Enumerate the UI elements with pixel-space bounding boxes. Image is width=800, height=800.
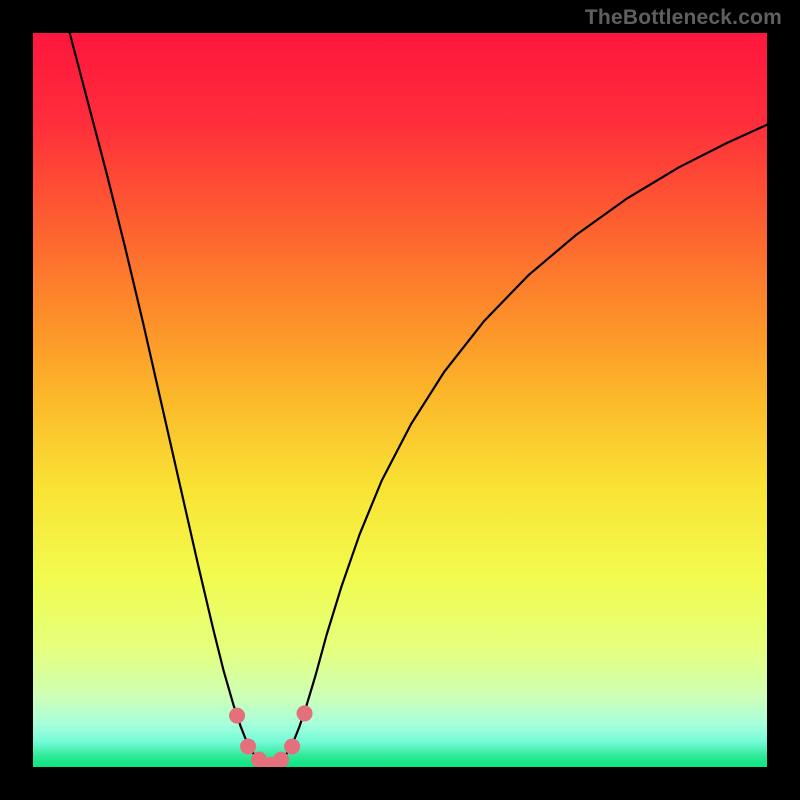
bottleneck-marker: [284, 738, 300, 754]
watermark-text: TheBottleneck.com: [585, 6, 782, 30]
bottleneck-marker: [229, 708, 245, 724]
bottleneck-plot-svg: [33, 33, 767, 767]
bottleneck-plot: [33, 33, 767, 767]
bottleneck-marker: [240, 738, 256, 754]
bottleneck-marker: [297, 705, 313, 721]
bottleneck-marker: [273, 752, 289, 767]
plot-background-gradient: [33, 33, 767, 767]
